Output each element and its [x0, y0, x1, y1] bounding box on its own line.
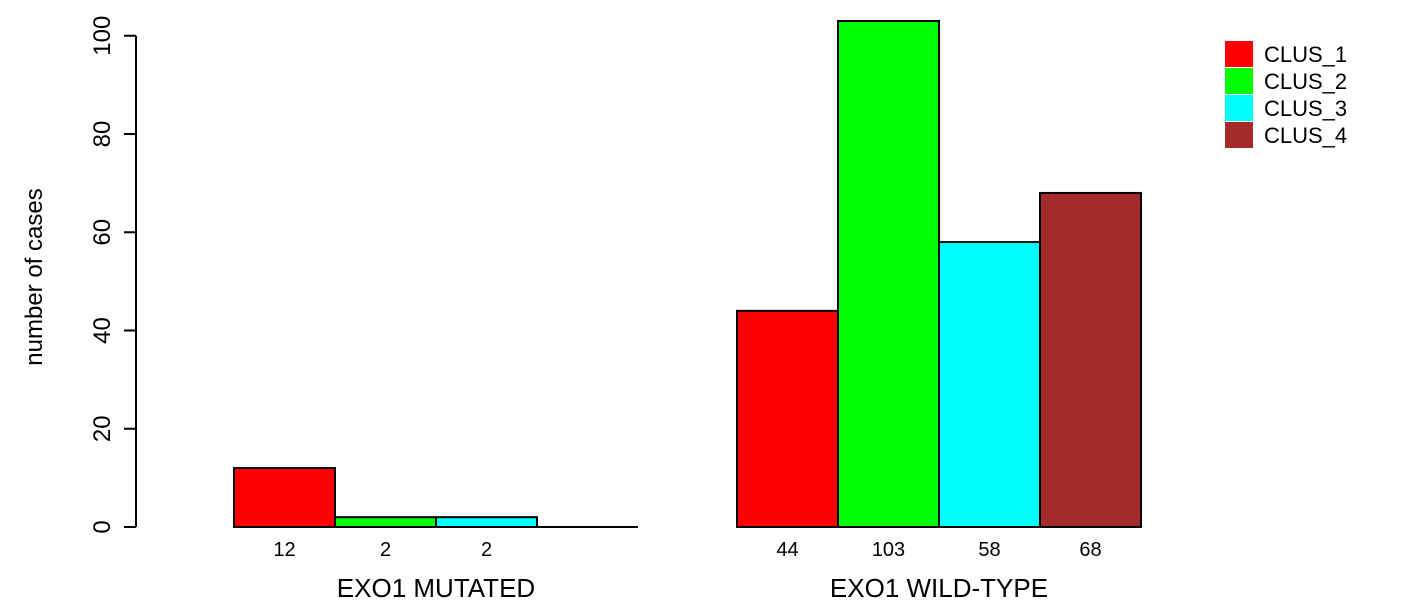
- bar-clus-4-2: [1039, 191, 1142, 528]
- bar-count-label: 44: [776, 539, 798, 561]
- bar-clus-2-2: [837, 20, 940, 528]
- bar-count-label: 2: [481, 539, 492, 561]
- legend-swatch: [1225, 68, 1253, 94]
- bar-clus-3-1: [435, 516, 538, 528]
- bar-count-label: 2: [380, 539, 391, 561]
- legend-swatch: [1225, 95, 1253, 121]
- bar-clus-1-1: [233, 467, 336, 529]
- bar-clus-3-2: [938, 241, 1041, 528]
- legend-label: CLUS_4: [1264, 123, 1347, 148]
- bar-clus-2-1: [334, 516, 437, 528]
- y-tick-label: 40: [89, 317, 116, 344]
- y-axis: 0 20 40 60 80 100: [89, 16, 137, 534]
- y-tick-label: 80: [89, 121, 116, 148]
- legend-swatch: [1225, 41, 1253, 67]
- bar-count-label: 103: [872, 539, 905, 561]
- bars: [233, 20, 1142, 529]
- y-axis-label: number of cases: [21, 188, 48, 365]
- category-label: EXO1 WILD-TYPE: [830, 573, 1048, 603]
- y-tick-label: 20: [89, 415, 116, 442]
- legend-label: CLUS_2: [1264, 69, 1347, 94]
- labels: 12 2 2 EXO1 MUTATED 44 103 58 68 EXO1 WILD-TYPE: [273, 539, 1101, 603]
- bar-count-label: 68: [1079, 539, 1101, 561]
- bar-count-label: 12: [273, 539, 295, 561]
- bar-clus-1-2: [736, 309, 839, 528]
- legend-swatch: [1225, 122, 1253, 148]
- bar-count-label: 58: [978, 539, 1000, 561]
- legend-label: CLUS_3: [1264, 96, 1347, 121]
- legend-label: CLUS_1: [1264, 42, 1347, 67]
- y-tick-label: 60: [89, 219, 116, 246]
- category-label: EXO1 MUTATED: [337, 573, 535, 603]
- y-tick-label: 0: [89, 520, 116, 533]
- y-tick-label: 100: [89, 16, 116, 56]
